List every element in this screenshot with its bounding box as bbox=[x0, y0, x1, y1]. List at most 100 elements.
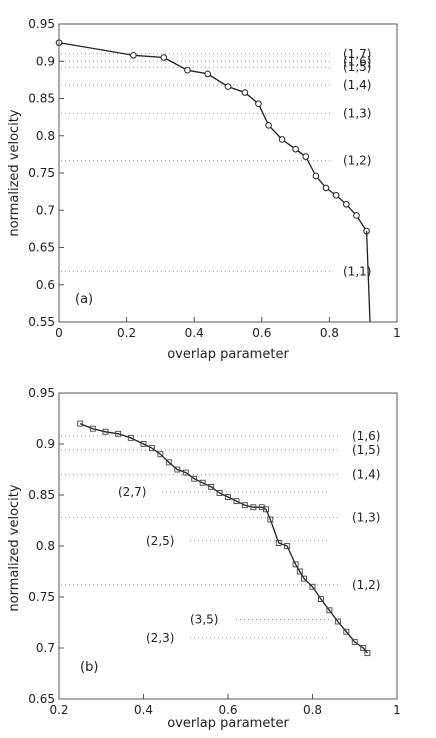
series-line bbox=[58, 41, 368, 232]
y-tick-label: 0.85 bbox=[28, 92, 55, 106]
data-point bbox=[241, 89, 249, 96]
panel-b: (1,6)(1,5) (1,4) (2,7) (1,3) (2,5) (1,2) (3,5)… bbox=[7, 386, 401, 731]
data-point bbox=[148, 445, 155, 452]
data-point bbox=[364, 650, 371, 657]
data-point bbox=[233, 498, 240, 505]
data-point bbox=[353, 212, 360, 219]
panel-label-b: (b) bbox=[80, 660, 98, 675]
reference-line-label: (1,7) bbox=[343, 47, 371, 61]
data-point bbox=[263, 506, 269, 513]
reference-line-label: (1,1) bbox=[343, 264, 371, 278]
series-line bbox=[79, 422, 368, 654]
y-tick-label: 0.6 bbox=[36, 278, 55, 292]
data-point bbox=[225, 494, 231, 500]
data-point bbox=[250, 504, 257, 511]
x-tick-label: 0.4 bbox=[185, 326, 204, 340]
data-point bbox=[204, 70, 212, 78]
data-point bbox=[292, 145, 299, 153]
reference-line-label: (1,2) bbox=[352, 578, 380, 592]
y-tick-label: 0.65 bbox=[28, 241, 55, 255]
y-tick-label: 0.85 bbox=[28, 488, 55, 502]
data-point bbox=[191, 475, 198, 482]
data-point bbox=[89, 425, 96, 432]
data-point bbox=[309, 583, 316, 590]
x-tick-label: 1 bbox=[393, 326, 401, 340]
x-tick-label: 0 bbox=[55, 326, 63, 340]
x-tick-label: 0.2 bbox=[49, 703, 68, 717]
data-point bbox=[360, 645, 367, 651]
data-point bbox=[296, 568, 303, 575]
data-point bbox=[258, 504, 265, 511]
reference-line-label: (1,3) bbox=[343, 106, 371, 120]
data-point bbox=[130, 51, 137, 59]
data-point bbox=[322, 184, 330, 192]
y-tick-label: 0.75 bbox=[28, 166, 55, 180]
data-point bbox=[351, 638, 358, 645]
reference-line-label: (1,6) bbox=[343, 54, 371, 68]
reference-line-label: (1,4) bbox=[352, 468, 380, 482]
data-point bbox=[165, 459, 172, 466]
reference-line-label: (1,2) bbox=[343, 153, 371, 167]
y-tick-label: 0.9 bbox=[36, 437, 55, 451]
reference-line-label: (1,5) bbox=[343, 60, 371, 74]
data-point bbox=[224, 83, 232, 90]
y-tick-label: 0.95 bbox=[28, 17, 55, 31]
data-point bbox=[140, 441, 147, 447]
reference-line-label: (1,6) bbox=[352, 429, 380, 443]
data-point bbox=[216, 490, 223, 496]
x-tick-label: 0.6 bbox=[218, 703, 237, 717]
reference-line-label: (3,5) bbox=[190, 612, 218, 626]
data-point bbox=[157, 451, 164, 458]
reference-line-label: (2,5) bbox=[146, 534, 174, 548]
data-point bbox=[318, 596, 324, 602]
data-point bbox=[332, 192, 340, 199]
data-point bbox=[160, 54, 168, 61]
data-point bbox=[115, 430, 122, 437]
x-tick-label: 0.8 bbox=[320, 326, 339, 340]
x-tick-label: 1 bbox=[393, 703, 401, 717]
y-tick-label: 0.65 bbox=[28, 692, 55, 706]
reference-line-label: (2,7) bbox=[118, 485, 146, 499]
x-axis-label-a: overlap parameter bbox=[167, 347, 289, 362]
panel-label-a: (a) bbox=[75, 292, 93, 307]
panel-a: (1,7)(1,6)(1,5) (1,4) (1,3) (1,2) (1,1) 0 0.2… bbox=[7, 17, 401, 362]
data-point bbox=[301, 575, 307, 582]
y-tick-label: 0.8 bbox=[36, 539, 55, 553]
data-point bbox=[312, 172, 320, 180]
y-tick-label: 0.55 bbox=[28, 315, 55, 329]
y-tick-label: 0.75 bbox=[28, 590, 55, 604]
data-point bbox=[334, 618, 341, 625]
data-point bbox=[267, 516, 274, 523]
data-point bbox=[77, 420, 84, 427]
y-tick-label: 0.7 bbox=[36, 641, 55, 655]
x-tick-label: 0.4 bbox=[134, 703, 153, 717]
data-point bbox=[102, 428, 109, 435]
data-point bbox=[326, 607, 333, 614]
data-point bbox=[174, 466, 181, 473]
y-tick-label: 0.8 bbox=[36, 129, 55, 143]
data-point bbox=[284, 543, 291, 549]
data-point bbox=[241, 502, 248, 509]
x-tick-label: 0.6 bbox=[252, 326, 271, 340]
data-point bbox=[127, 434, 134, 441]
data-point bbox=[343, 200, 350, 208]
reference-line-label: (1,5) bbox=[352, 443, 380, 457]
data-point bbox=[343, 628, 350, 635]
x-axis-label-b: overlap parameter bbox=[167, 716, 289, 731]
data-point bbox=[265, 122, 272, 129]
data-point bbox=[184, 66, 191, 74]
data-point bbox=[278, 136, 286, 143]
axes-frame-b bbox=[58, 392, 398, 700]
reference-line-label: (2,3) bbox=[146, 631, 174, 645]
x-tick-label: 0.8 bbox=[303, 703, 322, 717]
y-tick-label: 0.95 bbox=[28, 386, 55, 400]
data-point bbox=[275, 539, 282, 546]
data-point bbox=[208, 483, 215, 490]
data-point bbox=[182, 469, 189, 476]
data-point bbox=[199, 479, 206, 486]
series-line bbox=[365, 231, 371, 323]
data-point bbox=[302, 153, 310, 160]
data-point bbox=[255, 100, 262, 108]
y-tick-label: 0.7 bbox=[36, 203, 55, 217]
